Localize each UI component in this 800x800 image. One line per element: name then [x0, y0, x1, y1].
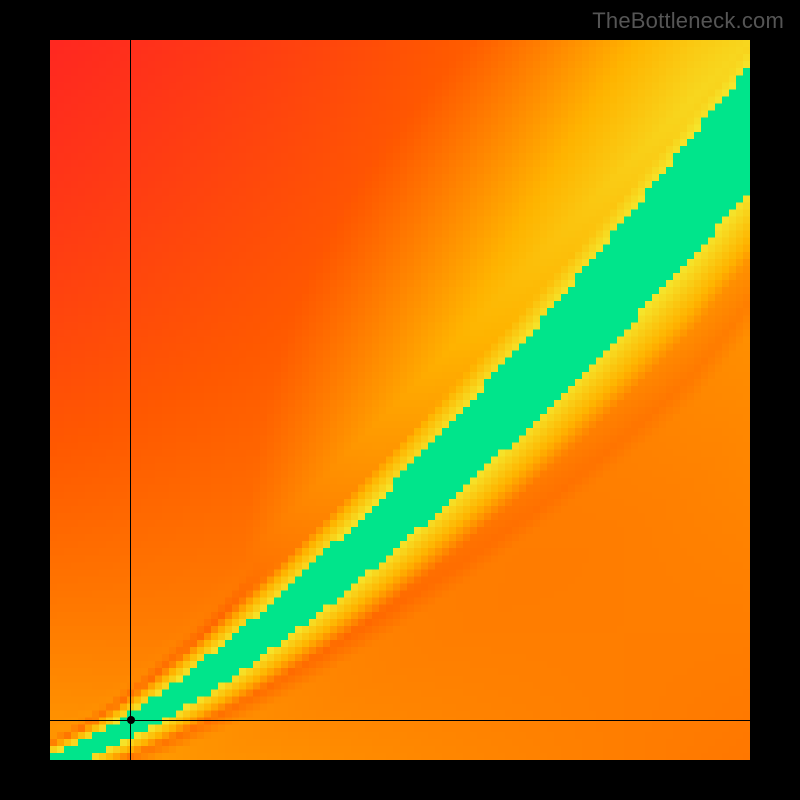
watermark-text: TheBottleneck.com	[592, 8, 784, 34]
heatmap-plot	[50, 40, 750, 760]
heatmap-canvas	[50, 40, 750, 760]
